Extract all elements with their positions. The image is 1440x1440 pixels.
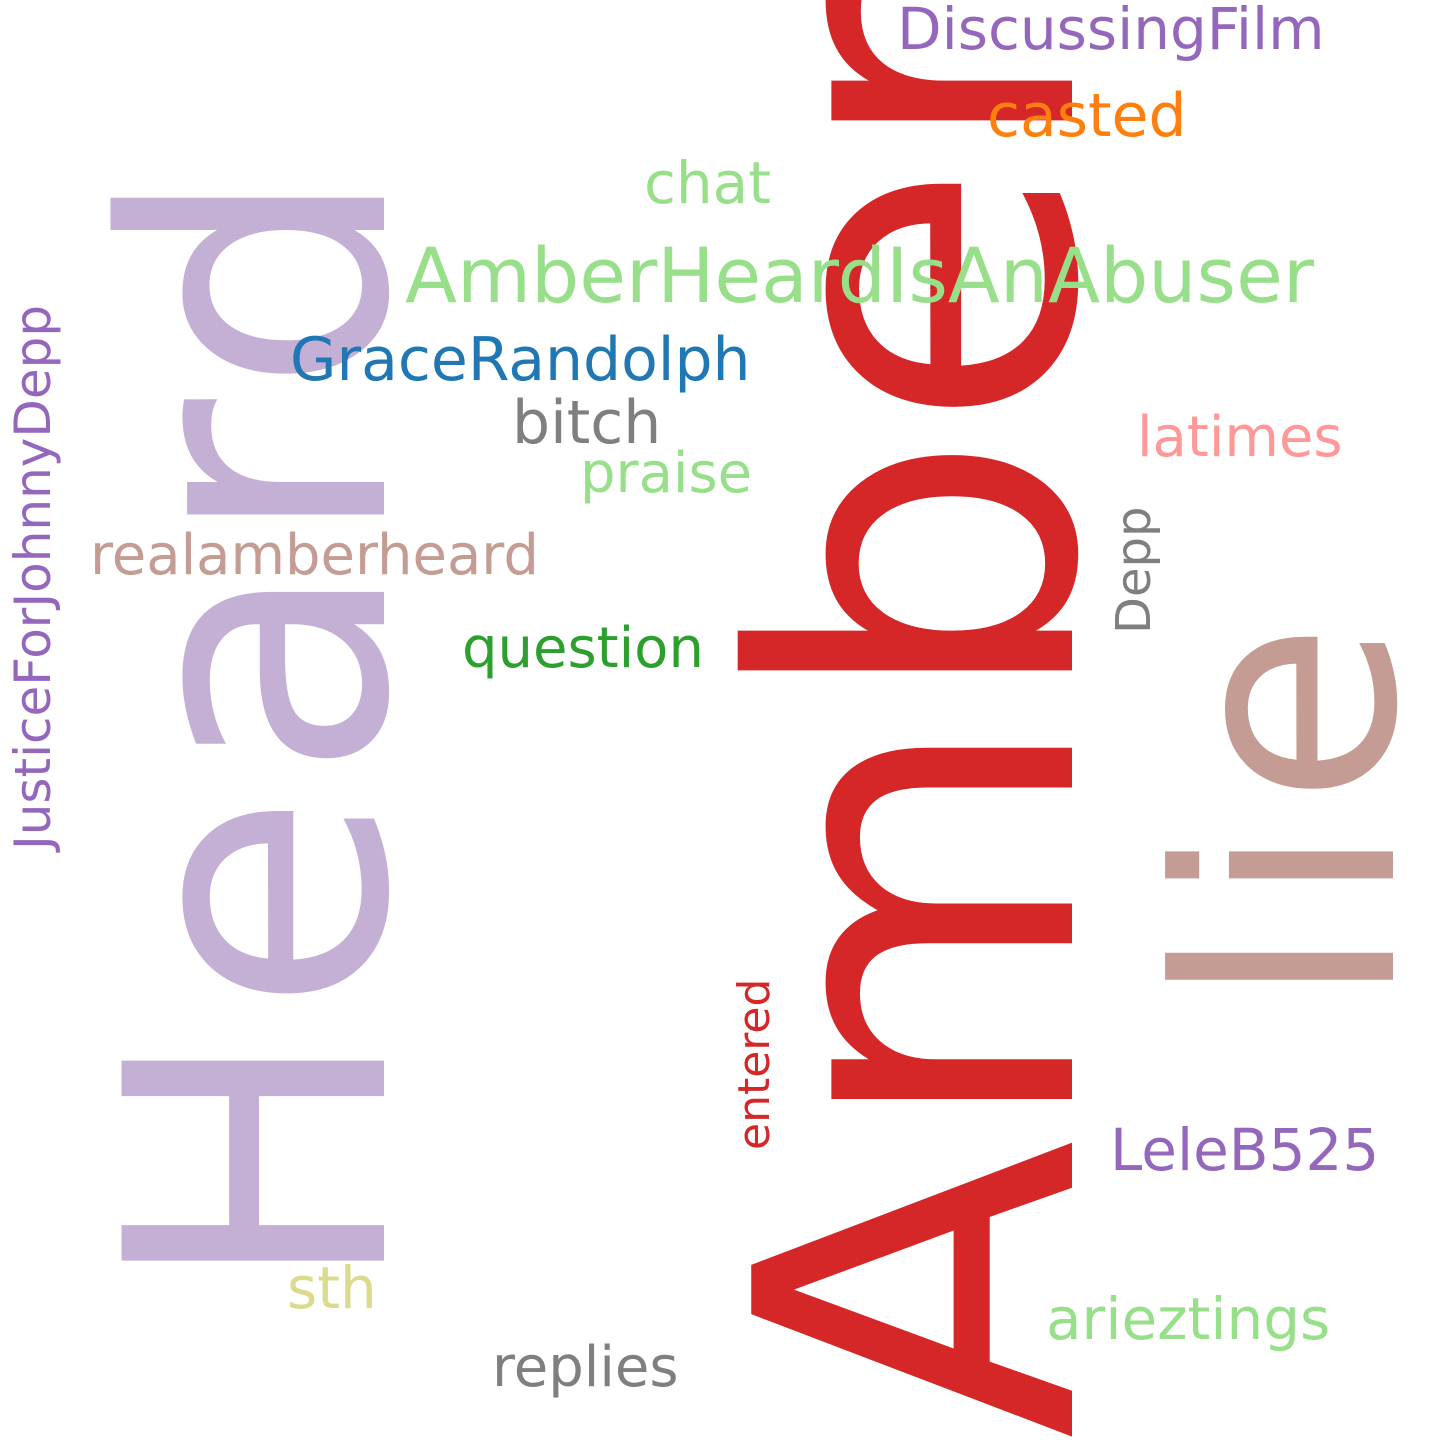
word-gracerandolph: GraceRandolph: [290, 325, 751, 395]
word-praise: praise: [580, 441, 753, 506]
word-arieztings: arieztings: [1046, 1285, 1331, 1353]
word-depp: Depp: [1106, 506, 1162, 634]
word-justiceforjohnnydepp: JusticeForJohnnyDepp: [4, 304, 62, 850]
word-realamberheard: realamberheard: [90, 523, 539, 588]
word-sth: sth: [287, 1254, 377, 1322]
word-amberheardisanabuser: AmberHeardIsAnAbuser: [405, 231, 1315, 320]
word-casted: casted: [987, 81, 1187, 151]
word-discussingfilm: DiscussingFilm: [897, 0, 1325, 63]
word-replies: replies: [492, 1335, 679, 1400]
word-entered: entered: [729, 978, 780, 1150]
word-lie: lie: [1115, 602, 1440, 1008]
word-leleb525: LeleB525: [1110, 1116, 1380, 1184]
word-latimes: latimes: [1137, 405, 1343, 470]
word-chat: chat: [644, 149, 771, 217]
word-question: question: [462, 616, 704, 681]
word-bitch: bitch: [512, 388, 662, 458]
